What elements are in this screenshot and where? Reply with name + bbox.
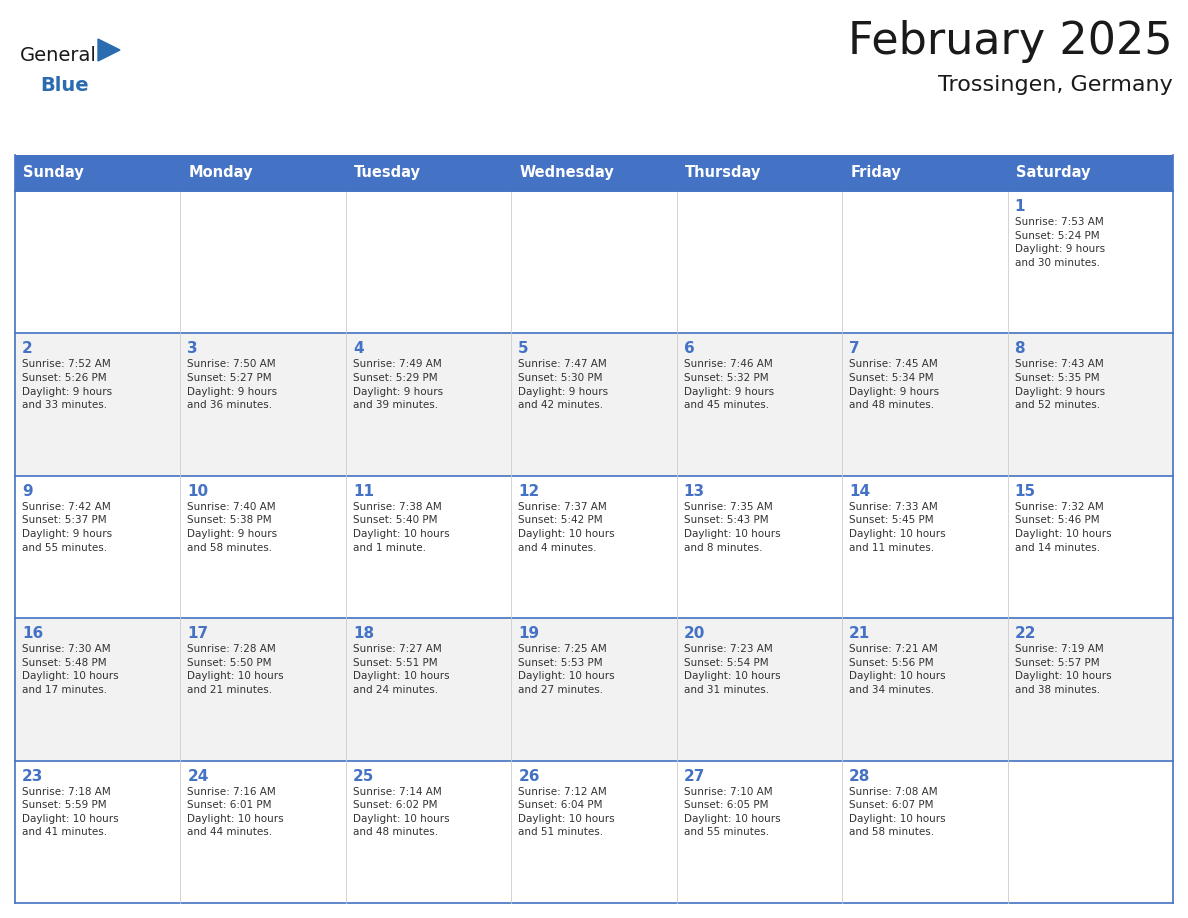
Text: Blue: Blue [40, 76, 89, 95]
Text: 5: 5 [518, 341, 529, 356]
Text: Sunrise: 7:14 AM
Sunset: 6:02 PM
Daylight: 10 hours
and 48 minutes.: Sunrise: 7:14 AM Sunset: 6:02 PM Dayligh… [353, 787, 449, 837]
Bar [15, 476, 1173, 618]
Bar [15, 761, 1173, 903]
Text: 10: 10 [188, 484, 209, 498]
Text: 27: 27 [684, 768, 706, 784]
Text: 21: 21 [849, 626, 871, 641]
Text: Thursday: Thursday [684, 165, 762, 181]
Text: Sunrise: 7:47 AM
Sunset: 5:30 PM
Daylight: 9 hours
and 42 minutes.: Sunrise: 7:47 AM Sunset: 5:30 PM Dayligh… [518, 360, 608, 410]
Text: Trossingen, Germany: Trossingen, Germany [939, 75, 1173, 95]
Text: 14: 14 [849, 484, 871, 498]
Text: Saturday: Saturday [1016, 165, 1091, 181]
Bar [15, 618, 1173, 761]
Text: Sunrise: 7:35 AM
Sunset: 5:43 PM
Daylight: 10 hours
and 8 minutes.: Sunrise: 7:35 AM Sunset: 5:43 PM Dayligh… [684, 502, 781, 553]
Text: 15: 15 [1015, 484, 1036, 498]
Text: Sunrise: 7:45 AM
Sunset: 5:34 PM
Daylight: 9 hours
and 48 minutes.: Sunrise: 7:45 AM Sunset: 5:34 PM Dayligh… [849, 360, 940, 410]
Text: 7: 7 [849, 341, 860, 356]
Text: Wednesday: Wednesday [519, 165, 614, 181]
Text: 12: 12 [518, 484, 539, 498]
Text: 22: 22 [1015, 626, 1036, 641]
Text: 28: 28 [849, 768, 871, 784]
Text: Sunrise: 7:43 AM
Sunset: 5:35 PM
Daylight: 9 hours
and 52 minutes.: Sunrise: 7:43 AM Sunset: 5:35 PM Dayligh… [1015, 360, 1105, 410]
Text: Sunrise: 7:28 AM
Sunset: 5:50 PM
Daylight: 10 hours
and 21 minutes.: Sunrise: 7:28 AM Sunset: 5:50 PM Dayligh… [188, 644, 284, 695]
Text: Sunrise: 7:37 AM
Sunset: 5:42 PM
Daylight: 10 hours
and 4 minutes.: Sunrise: 7:37 AM Sunset: 5:42 PM Dayligh… [518, 502, 615, 553]
Bar [15, 191, 1173, 333]
Text: 4: 4 [353, 341, 364, 356]
Text: 8: 8 [1015, 341, 1025, 356]
Text: Sunrise: 7:49 AM
Sunset: 5:29 PM
Daylight: 9 hours
and 39 minutes.: Sunrise: 7:49 AM Sunset: 5:29 PM Dayligh… [353, 360, 443, 410]
Text: Sunrise: 7:52 AM
Sunset: 5:26 PM
Daylight: 9 hours
and 33 minutes.: Sunrise: 7:52 AM Sunset: 5:26 PM Dayligh… [23, 360, 112, 410]
Text: 6: 6 [684, 341, 695, 356]
Text: Sunrise: 7:23 AM
Sunset: 5:54 PM
Daylight: 10 hours
and 31 minutes.: Sunrise: 7:23 AM Sunset: 5:54 PM Dayligh… [684, 644, 781, 695]
Bar [15, 155, 1173, 191]
Text: Sunrise: 7:27 AM
Sunset: 5:51 PM
Daylight: 10 hours
and 24 minutes.: Sunrise: 7:27 AM Sunset: 5:51 PM Dayligh… [353, 644, 449, 695]
Text: Sunrise: 7:38 AM
Sunset: 5:40 PM
Daylight: 10 hours
and 1 minute.: Sunrise: 7:38 AM Sunset: 5:40 PM Dayligh… [353, 502, 449, 553]
Text: 2: 2 [23, 341, 33, 356]
Text: 3: 3 [188, 341, 198, 356]
Polygon shape [97, 39, 120, 61]
Text: February 2025: February 2025 [848, 20, 1173, 63]
Text: Sunrise: 7:19 AM
Sunset: 5:57 PM
Daylight: 10 hours
and 38 minutes.: Sunrise: 7:19 AM Sunset: 5:57 PM Dayligh… [1015, 644, 1111, 695]
Text: Friday: Friday [851, 165, 901, 181]
Text: Sunrise: 7:12 AM
Sunset: 6:04 PM
Daylight: 10 hours
and 51 minutes.: Sunrise: 7:12 AM Sunset: 6:04 PM Dayligh… [518, 787, 615, 837]
Text: Sunrise: 7:30 AM
Sunset: 5:48 PM
Daylight: 10 hours
and 17 minutes.: Sunrise: 7:30 AM Sunset: 5:48 PM Dayligh… [23, 644, 119, 695]
Text: 20: 20 [684, 626, 706, 641]
Text: Sunrise: 7:50 AM
Sunset: 5:27 PM
Daylight: 9 hours
and 36 minutes.: Sunrise: 7:50 AM Sunset: 5:27 PM Dayligh… [188, 360, 278, 410]
Text: Sunrise: 7:18 AM
Sunset: 5:59 PM
Daylight: 10 hours
and 41 minutes.: Sunrise: 7:18 AM Sunset: 5:59 PM Dayligh… [23, 787, 119, 837]
Text: General: General [20, 46, 97, 65]
Text: 13: 13 [684, 484, 704, 498]
Text: Sunrise: 7:53 AM
Sunset: 5:24 PM
Daylight: 9 hours
and 30 minutes.: Sunrise: 7:53 AM Sunset: 5:24 PM Dayligh… [1015, 217, 1105, 268]
Text: 26: 26 [518, 768, 539, 784]
Text: Monday: Monday [189, 165, 253, 181]
Text: 17: 17 [188, 626, 209, 641]
Text: 9: 9 [23, 484, 32, 498]
Text: 23: 23 [23, 768, 44, 784]
Text: 19: 19 [518, 626, 539, 641]
Text: Sunrise: 7:10 AM
Sunset: 6:05 PM
Daylight: 10 hours
and 55 minutes.: Sunrise: 7:10 AM Sunset: 6:05 PM Dayligh… [684, 787, 781, 837]
Text: Sunrise: 7:42 AM
Sunset: 5:37 PM
Daylight: 9 hours
and 55 minutes.: Sunrise: 7:42 AM Sunset: 5:37 PM Dayligh… [23, 502, 112, 553]
Text: 18: 18 [353, 626, 374, 641]
Text: Sunrise: 7:33 AM
Sunset: 5:45 PM
Daylight: 10 hours
and 11 minutes.: Sunrise: 7:33 AM Sunset: 5:45 PM Dayligh… [849, 502, 946, 553]
Text: Sunrise: 7:21 AM
Sunset: 5:56 PM
Daylight: 10 hours
and 34 minutes.: Sunrise: 7:21 AM Sunset: 5:56 PM Dayligh… [849, 644, 946, 695]
Text: 25: 25 [353, 768, 374, 784]
Text: Sunrise: 7:16 AM
Sunset: 6:01 PM
Daylight: 10 hours
and 44 minutes.: Sunrise: 7:16 AM Sunset: 6:01 PM Dayligh… [188, 787, 284, 837]
Text: Sunrise: 7:40 AM
Sunset: 5:38 PM
Daylight: 9 hours
and 58 minutes.: Sunrise: 7:40 AM Sunset: 5:38 PM Dayligh… [188, 502, 278, 553]
Text: Sunrise: 7:25 AM
Sunset: 5:53 PM
Daylight: 10 hours
and 27 minutes.: Sunrise: 7:25 AM Sunset: 5:53 PM Dayligh… [518, 644, 615, 695]
Text: Sunday: Sunday [23, 165, 83, 181]
Text: Sunrise: 7:46 AM
Sunset: 5:32 PM
Daylight: 9 hours
and 45 minutes.: Sunrise: 7:46 AM Sunset: 5:32 PM Dayligh… [684, 360, 773, 410]
Text: Sunrise: 7:32 AM
Sunset: 5:46 PM
Daylight: 10 hours
and 14 minutes.: Sunrise: 7:32 AM Sunset: 5:46 PM Dayligh… [1015, 502, 1111, 553]
Text: Sunrise: 7:08 AM
Sunset: 6:07 PM
Daylight: 10 hours
and 58 minutes.: Sunrise: 7:08 AM Sunset: 6:07 PM Dayligh… [849, 787, 946, 837]
Text: 11: 11 [353, 484, 374, 498]
Text: 1: 1 [1015, 199, 1025, 214]
Text: Tuesday: Tuesday [354, 165, 421, 181]
Text: 24: 24 [188, 768, 209, 784]
Text: 16: 16 [23, 626, 43, 641]
Bar [15, 333, 1173, 476]
